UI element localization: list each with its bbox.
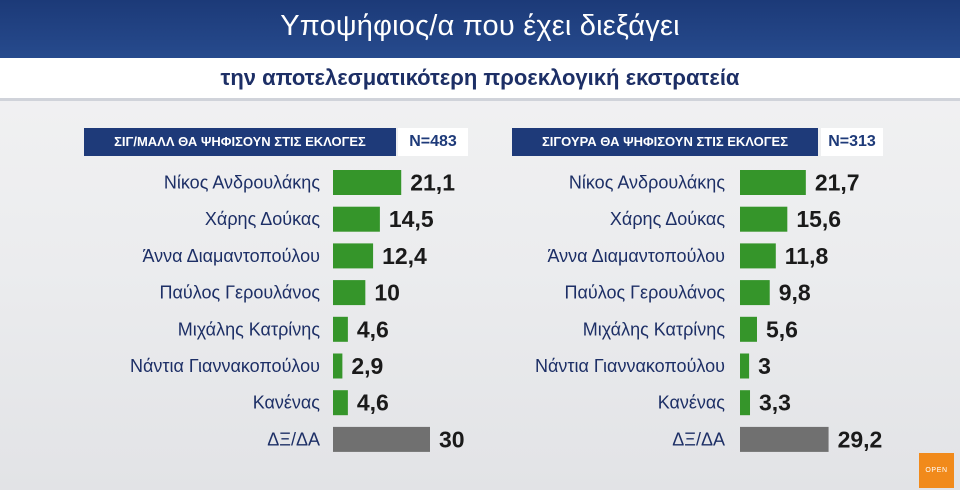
category-label: Νίκος Ανδρουλάκης: [569, 173, 725, 193]
category-label: Παύλος Γερουλάνος: [564, 283, 725, 303]
value-label: 21,1: [410, 170, 455, 196]
category-label: Χάρης Δούκας: [610, 209, 725, 229]
bar-candidate: [333, 316, 348, 342]
bar-candidate: [740, 390, 751, 416]
category-label: Άννα Διαμαντοπούλου: [547, 246, 725, 266]
value-label: 10: [374, 280, 400, 306]
panel-certain-voters: ΣΙΓΟΥΡΑ ΘΑ ΨΗΦΙΣΟΥΝ ΣΤΙΣ ΕΚΛΟΓΕΣ N=313 Ν…: [480, 128, 960, 478]
sample-size: N=483: [398, 128, 468, 156]
bar-candidate: [740, 280, 770, 306]
bar-candidate: [333, 390, 348, 416]
category-label: Κανένας: [253, 393, 321, 413]
value-label: 21,7: [815, 170, 860, 196]
bar-candidate: [740, 353, 750, 379]
bar-chart-certain-voters: Νίκος Ανδρουλάκης 21,7 Χάρης Δούκας 15,6 Άνν…: [535, 170, 883, 453]
value-label: 15,6: [796, 206, 841, 232]
value-label: 4,6: [357, 390, 389, 416]
value-label: 5,6: [766, 316, 798, 342]
bar-candidate: [333, 243, 374, 269]
bar-candidate: [740, 170, 806, 195]
bar-candidate: [333, 353, 343, 379]
chart-title: Υποψήφιος/α που έχει διεξάγει: [280, 10, 680, 42]
value-label: 3,3: [759, 390, 791, 416]
panel-likely-voters: ΣΙΓ/ΜΑΛΛ ΘΑ ΨΗΦΙΣΟΥΝ ΣΤΙΣ ΕΚΛΟΓΕΣ N=483 …: [0, 128, 480, 478]
bar-candidate: [333, 170, 402, 195]
value-label: 11,8: [785, 243, 829, 269]
category-label: ΔΞ/ΔΑ: [672, 429, 725, 449]
bar-candidate: [740, 316, 757, 342]
value-label: 9,8: [779, 280, 811, 306]
bar-candidate: [333, 280, 366, 306]
bar-undecided: [740, 426, 829, 452]
category-label: Μιχάλης Κατρίνης: [583, 319, 726, 339]
value-label: 4,6: [357, 316, 389, 342]
category-label: Νίκος Ανδρουλάκης: [164, 173, 320, 193]
header-divider: [0, 98, 960, 101]
open-logo: OPEN: [919, 453, 954, 488]
category-label: Άννα Διαμαντοπούλου: [142, 246, 320, 266]
panel-title: ΣΙΓ/ΜΑΛΛ ΘΑ ΨΗΦΙΣΟΥΝ ΣΤΙΣ ΕΚΛΟΓΕΣ: [84, 128, 396, 156]
category-label: Νάντια Γιαννακοπούλου: [130, 356, 320, 376]
category-label: Παύλος Γερουλάνος: [159, 283, 320, 303]
category-label: Κανένας: [658, 393, 726, 413]
category-label: Νάντια Γιαννακοπούλου: [535, 356, 725, 376]
value-label: 3: [758, 353, 771, 379]
bar-candidate: [740, 206, 788, 232]
sample-size: N=313: [821, 128, 883, 156]
value-label: 14,5: [389, 206, 434, 232]
subtitle-band: την αποτελεσματικότερη προεκλογική εκστρ…: [0, 58, 960, 98]
panel-title: ΣΙΓΟΥΡΑ ΘΑ ΨΗΦΙΣΟΥΝ ΣΤΙΣ ΕΚΛΟΓΕΣ: [512, 128, 818, 156]
bar-candidate: [333, 206, 380, 232]
header-band: Υποψήφιος/α που έχει διεξάγει την αποτελ…: [0, 0, 960, 100]
bar-undecided: [333, 426, 430, 452]
bar-chart-likely-voters: Νίκος Ανδρουλάκης 21,1 Χάρης Δούκας 14,5 Άνν…: [130, 170, 465, 453]
chart-subtitle: την αποτελεσματικότερη προεκλογική εκστρ…: [220, 65, 740, 90]
bar-candidate: [740, 243, 776, 269]
category-label: Μιχάλης Κατρίνης: [178, 319, 321, 339]
value-label: 29,2: [838, 426, 883, 452]
category-label: Χάρης Δούκας: [205, 209, 320, 229]
value-label: 12,4: [382, 243, 427, 269]
category-label: ΔΞ/ΔΑ: [267, 429, 320, 449]
value-label: 2,9: [351, 353, 383, 379]
value-label: 30: [439, 426, 465, 452]
